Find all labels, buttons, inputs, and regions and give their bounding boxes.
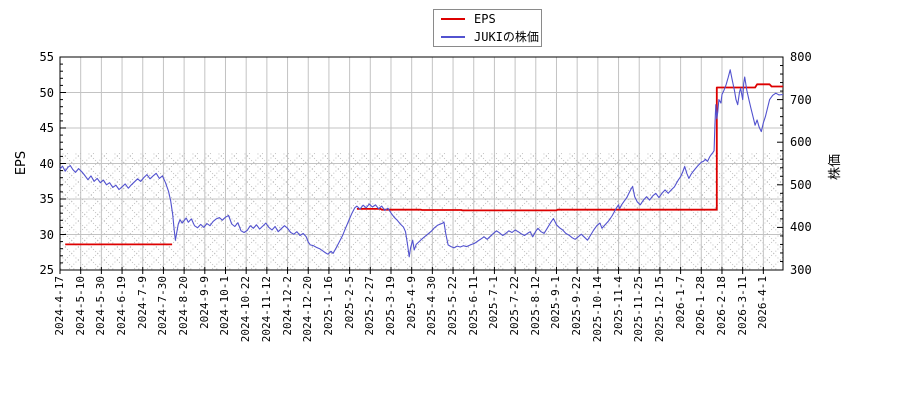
hatched-region: [60, 152, 783, 270]
x-tick-label: 2025-1-16: [321, 276, 335, 336]
x-tick-label: 2025-12-15: [652, 276, 666, 343]
stock-legend-line-icon: [441, 35, 465, 38]
legend: EPS JUKIの株価: [433, 9, 542, 47]
y-left-tick-label: 35: [39, 192, 54, 206]
y-right-axis-title: 株価: [828, 154, 843, 181]
y-left-tick-label: 45: [39, 121, 54, 135]
x-tick-label: 2025-11-4: [611, 276, 625, 336]
x-tick-label: 2026-1-28: [694, 276, 708, 336]
x-tick-label: 2024-10-22: [239, 276, 253, 343]
y-right-tick-label: 800: [790, 50, 812, 64]
y-right-tick-label: 500: [790, 177, 812, 192]
x-tick-label: 2024-11-12: [259, 276, 273, 343]
x-tick-label: 2024-6-19: [115, 276, 129, 336]
legend-label-stock: JUKIの株価: [474, 30, 539, 45]
x-tick-label: 2024-12-20: [301, 276, 315, 343]
series-line-eps: [356, 83, 783, 212]
x-tick-label: 2024-12-2: [280, 276, 294, 336]
y-right-tick-label: 400: [790, 220, 812, 235]
x-tick-label: 2025-9-22: [570, 276, 584, 336]
legend-item-eps: EPS: [434, 11, 541, 28]
x-tick-label: 2024-4-17: [53, 276, 66, 336]
x-tick-label: 2025-4-30: [425, 276, 439, 336]
x-tick-label: 2025-3-19: [383, 276, 397, 336]
x-tick-label: 2026-4-1: [756, 276, 770, 329]
x-tick-label: 2025-5-22: [446, 276, 460, 336]
x-tick-label: 2025-2-5: [342, 276, 356, 329]
legend-item-stock: JUKIの株価: [434, 28, 541, 45]
y-right-tick-label: 700: [790, 92, 812, 107]
axis-ticks: [59, 56, 783, 274]
legend-label-eps: EPS: [474, 12, 496, 27]
y-left-tick-label: 55: [39, 50, 54, 64]
x-tick-label: 2024-7-9: [135, 276, 149, 329]
x-tick-label: 2025-6-11: [466, 276, 480, 336]
y-right-tick-label: 600: [790, 135, 812, 150]
x-tick-label: 2026-1-7: [673, 276, 687, 329]
x-tick-label: 2025-2-27: [363, 276, 377, 336]
x-tick-label: 2025-7-1: [487, 276, 501, 329]
x-tick-label: 2024-7-30: [156, 276, 170, 336]
x-tick-label: 2026-2-18: [714, 276, 728, 336]
y-left-tick-label: 30: [39, 227, 54, 242]
x-tick-label: 2025-10-14: [590, 276, 604, 343]
x-tick-label: 2024-9-9: [197, 276, 211, 329]
x-tick-label: 2025-4-9: [404, 276, 418, 329]
y-left-tick-label: 50: [39, 85, 54, 100]
x-tick-label: 2024-8-20: [177, 276, 191, 336]
x-tick-label: 2024-10-1: [218, 276, 232, 336]
eps-legend-line-icon: [441, 18, 465, 21]
series-line-stock: [59, 69, 784, 258]
x-tick-label: 2025-7-22: [508, 276, 522, 336]
x-tick-label: 2026-3-11: [735, 276, 749, 336]
x-tick-label: 2025-8-12: [528, 276, 542, 336]
x-tick-label: 2024-5-10: [73, 276, 87, 336]
x-tick-label: 2025-11-25: [632, 276, 646, 343]
y-left-tick-label: 25: [39, 263, 54, 277]
x-tick-label: 2024-5-30: [94, 276, 108, 336]
x-tick-label: 2025-9-1: [549, 276, 563, 329]
y-left-tick-label: 40: [39, 156, 54, 171]
y-right-tick-label: 300: [790, 263, 812, 277]
